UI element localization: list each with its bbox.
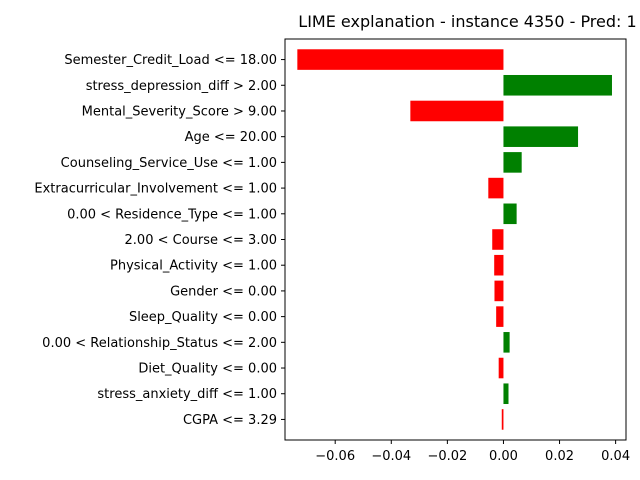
x-tick-label: −0.06 <box>315 449 355 464</box>
bar-13 <box>503 383 509 405</box>
category-label: 2.00 < Course <= 3.00 <box>125 233 277 248</box>
category-label: Sleep_Quality <= 0.00 <box>129 310 277 325</box>
bar-8 <box>494 254 504 276</box>
category-label: stress_depression_diff > 2.00 <box>86 79 277 94</box>
category-label: Counseling_Service_Use <= 1.00 <box>61 156 277 171</box>
bar-9 <box>494 280 504 302</box>
category-label: Extracurricular_Involvement <= 1.00 <box>34 182 277 197</box>
bar-6 <box>503 203 517 225</box>
category-label: 0.00 < Residence_Type <= 1.00 <box>67 207 277 222</box>
plot-frame <box>284 38 627 441</box>
category-label: Mental_Severity_Score > 9.00 <box>82 104 277 119</box>
bar-12 <box>498 357 504 379</box>
bar-0 <box>297 49 504 70</box>
x-tick-label: −0.04 <box>371 449 411 464</box>
bar-5 <box>488 177 504 199</box>
bar-4 <box>503 152 522 173</box>
bar-7 <box>492 229 504 250</box>
bar-1 <box>503 74 612 96</box>
category-label: Age <= 20.00 <box>185 130 277 145</box>
x-ticks: −0.06 −0.04 −0.02 0.00 0.02 0.04 <box>315 440 630 464</box>
x-tick-label: 0.00 <box>489 449 518 464</box>
category-label: CGPA <= 3.29 <box>183 413 277 428</box>
x-tick-label: 0.04 <box>601 449 630 464</box>
chart-title: LIME explanation - instance 4350 - Pred:… <box>298 12 636 31</box>
category-label: stress_anxiety_diff <= 1.00 <box>97 387 277 402</box>
category-label: Gender <= 0.00 <box>170 284 277 299</box>
bar-10 <box>496 306 504 327</box>
category-label: Diet_Quality <= 0.00 <box>138 362 277 377</box>
category-label: 0.00 < Relationship_Status <= 2.00 <box>42 336 277 351</box>
bar-14 <box>501 409 504 430</box>
category-label: Semester_Credit_Load <= 18.00 <box>64 53 277 68</box>
bars-group <box>297 49 612 430</box>
y-tick-labels: Semester_Credit_Load <= 18.00 stress_depr… <box>34 53 285 428</box>
bar-3 <box>503 126 579 147</box>
category-label: Physical_Activity <= 1.00 <box>110 259 277 274</box>
bar-2 <box>410 100 504 122</box>
x-tick-label: −0.02 <box>427 449 467 464</box>
bar-11 <box>503 332 510 353</box>
x-tick-label: 0.02 <box>545 449 574 464</box>
